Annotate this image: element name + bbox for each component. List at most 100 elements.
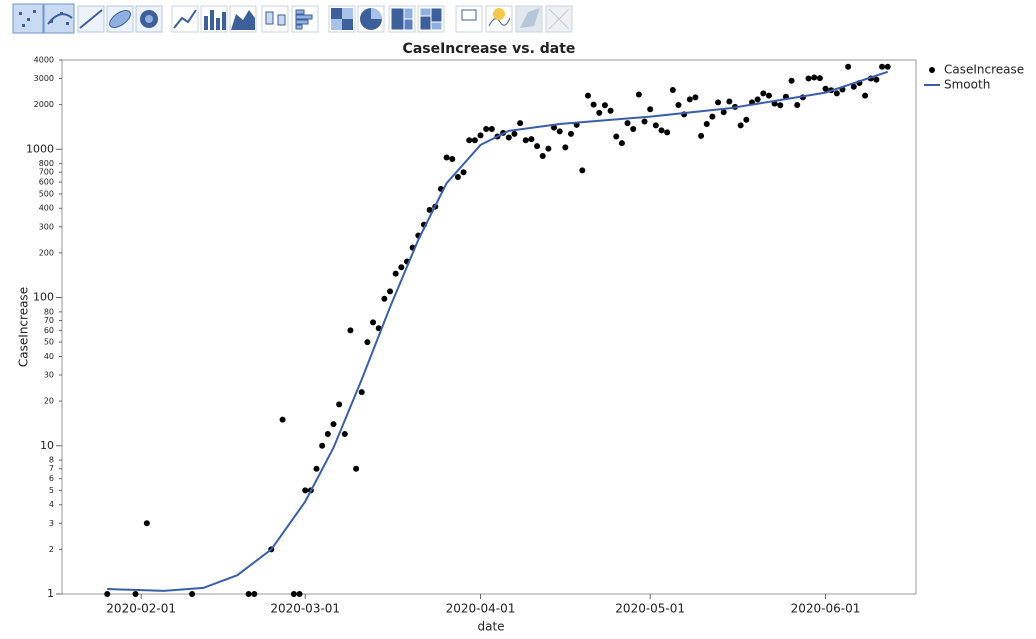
legend-label: Smooth xyxy=(944,78,990,92)
y-tick-label: 3 xyxy=(49,519,54,528)
data-point xyxy=(647,106,654,113)
data-point xyxy=(528,136,535,143)
smooth-line xyxy=(107,70,889,592)
data-point xyxy=(534,143,541,150)
y-tick-label: 4000 xyxy=(34,56,54,65)
data-point xyxy=(313,465,320,472)
data-point xyxy=(460,169,467,176)
data-point xyxy=(505,134,512,141)
data-point xyxy=(601,102,608,109)
y-tick-label: 60 xyxy=(44,326,54,335)
x-tick-label: 2020-02-01 xyxy=(106,602,176,616)
data-point xyxy=(381,295,388,302)
y-tick-label: 80 xyxy=(44,307,54,316)
data-point xyxy=(884,63,891,70)
data-point xyxy=(426,206,433,213)
data-point xyxy=(686,96,693,103)
data-point xyxy=(777,102,784,109)
legend-swatch xyxy=(929,67,935,73)
data-point xyxy=(471,137,478,144)
data-point xyxy=(675,101,682,108)
data-point xyxy=(845,63,852,70)
data-point xyxy=(336,401,343,408)
data-point xyxy=(641,118,648,125)
data-point xyxy=(720,109,727,116)
data-point xyxy=(811,74,818,81)
data-point xyxy=(624,120,631,127)
data-point xyxy=(788,77,795,84)
data-point xyxy=(822,85,829,92)
data-point xyxy=(556,128,563,135)
y-tick-label: 100 xyxy=(33,291,54,304)
data-point xyxy=(296,591,303,597)
y-tick-label: 4 xyxy=(49,500,54,509)
data-point xyxy=(466,137,473,144)
y-tick-label: 600 xyxy=(39,178,54,187)
data-point xyxy=(579,167,586,174)
legend-label: CaseIncrease xyxy=(944,63,1024,77)
data-point xyxy=(596,109,603,116)
chart-title: CaseIncrease vs. date xyxy=(403,41,576,57)
data-point xyxy=(290,591,297,597)
data-point xyxy=(737,122,744,129)
data-point xyxy=(652,122,659,129)
data-point xyxy=(324,431,331,438)
data-point xyxy=(189,591,196,597)
data-point xyxy=(364,339,371,346)
data-point xyxy=(698,132,705,139)
data-point xyxy=(449,155,456,162)
data-point xyxy=(251,591,258,597)
y-tick-label: 500 xyxy=(39,189,54,198)
x-tick-label: 2020-05-01 xyxy=(615,602,685,616)
data-point xyxy=(754,96,761,103)
y-tick-label: 1000 xyxy=(26,142,54,155)
toolbar xyxy=(12,3,573,34)
y-axis-label: CaseIncrease xyxy=(17,287,31,367)
y-tick-label: 50 xyxy=(44,338,54,347)
data-point xyxy=(607,107,614,114)
data-point xyxy=(794,101,801,108)
data-point xyxy=(873,76,880,83)
y-tick-label: 5 xyxy=(49,486,54,495)
data-point xyxy=(862,92,869,99)
data-point xyxy=(387,288,394,295)
data-point xyxy=(488,125,495,132)
data-point xyxy=(709,113,716,120)
data-point xyxy=(319,442,326,449)
data-point xyxy=(584,92,591,99)
x-tick-label: 2020-04-01 xyxy=(446,602,516,616)
x-tick-label: 2020-06-01 xyxy=(791,602,861,616)
y-tick-label: 800 xyxy=(39,159,54,168)
data-point xyxy=(669,87,676,94)
data-point xyxy=(279,416,286,423)
data-point xyxy=(302,487,309,494)
plot-frame xyxy=(61,59,917,595)
data-point xyxy=(330,421,337,428)
x-tick-label: 2020-03-01 xyxy=(270,602,340,616)
data-point xyxy=(635,91,642,98)
y-tick-label: 8 xyxy=(49,456,54,465)
data-point xyxy=(816,75,823,82)
y-tick-label: 400 xyxy=(39,204,54,213)
data-point xyxy=(850,83,857,90)
data-point xyxy=(104,591,111,597)
data-point xyxy=(562,144,569,151)
data-point xyxy=(143,520,150,527)
data-point xyxy=(353,465,360,472)
y-tick-label: 1 xyxy=(47,587,54,600)
data-point xyxy=(511,130,518,137)
y-tick-label: 3000 xyxy=(34,74,54,83)
y-tick-label: 10 xyxy=(40,439,54,452)
data-point xyxy=(664,129,671,136)
y-tick-label: 70 xyxy=(44,316,54,325)
data-point xyxy=(341,431,348,438)
data-point xyxy=(833,90,840,97)
data-point xyxy=(370,319,377,326)
tool-smoother[interactable] xyxy=(43,3,75,34)
y-tick-label: 30 xyxy=(44,371,54,380)
data-point xyxy=(358,389,365,396)
data-point xyxy=(517,120,524,127)
data-point xyxy=(618,140,625,147)
